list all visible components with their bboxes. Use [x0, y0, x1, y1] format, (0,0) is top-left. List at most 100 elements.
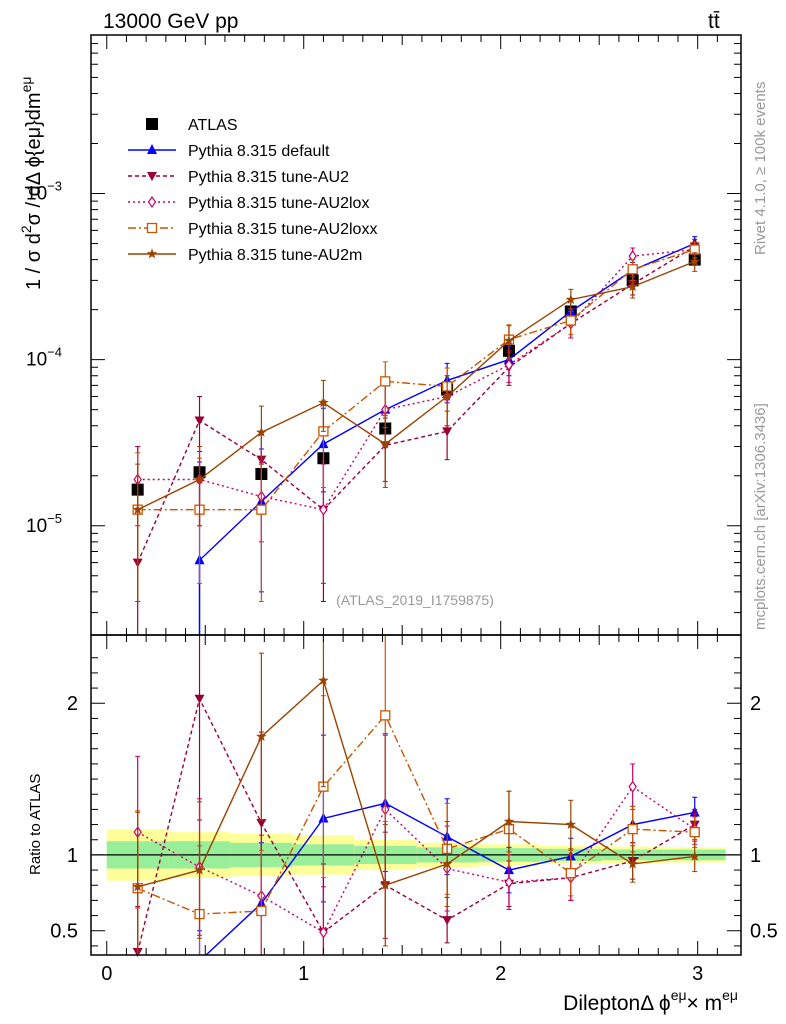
main-y-axis-label-sup2: eμ	[18, 77, 34, 93]
x-axis-label-part1: DileptonΔ ϕ	[563, 992, 671, 1015]
ratio-point	[194, 694, 205, 704]
x-axis-label-part2: × m	[687, 992, 723, 1015]
legend-marker	[147, 144, 157, 154]
legend-label: Pythia 8.315 tune-AU2lox	[188, 195, 369, 212]
main-y-tick-label: 10−3	[26, 179, 62, 205]
ratio-line-au2	[137, 696, 696, 953]
ratio-y-tick-label-left: 2	[67, 693, 78, 715]
legend-label: Pythia 8.315 tune-AU2loxx	[188, 221, 377, 238]
main-y-axis-label-sup1: 2	[18, 225, 34, 233]
ratio-line-au2lox	[137, 785, 696, 934]
process-label: tt̄	[708, 10, 720, 33]
main-y-axis-label-part1: 1 / σ d	[23, 233, 45, 290]
x-tick-label: 2	[495, 963, 506, 985]
series-line-au2	[137, 245, 696, 563]
energy-label: 13000 GeV pp	[103, 10, 238, 33]
main-y-axis-label: 1 / σ d2σ / dΔ ϕ{eμ}dmeμ	[18, 77, 45, 290]
ratio-point	[132, 881, 143, 892]
ratio-frame	[90, 634, 742, 956]
x-tick-label: 1	[298, 963, 309, 985]
x-axis-label: DileptonΔ ϕeμ× meμ	[563, 987, 738, 1015]
legend: ATLAS Pythia 8.315 default Pythia 8.315 tu…	[128, 117, 377, 264]
data-point	[565, 294, 576, 304]
data-point	[256, 504, 267, 515]
data-point	[132, 504, 143, 515]
ratio-y-tick-label-left: 0.5	[50, 921, 78, 943]
main-y-tick-label: 10−5	[26, 511, 62, 537]
data-point	[380, 438, 391, 449]
ratio-y-tick-label-right: 2	[750, 693, 761, 715]
legend-label: Pythia 8.315 tune-AU2m	[188, 247, 362, 264]
legend-entry: Pythia 8.315 tune-AU2loxx	[128, 221, 377, 238]
series-line-au2m	[137, 260, 695, 511]
mcplots-label: mcplots.cern.ch [arXiv:1306.3436]	[752, 403, 769, 630]
data-point	[442, 427, 453, 437]
series-line-default	[198, 242, 695, 635]
data-point	[627, 281, 638, 292]
legend-entry: ATLAS	[146, 117, 238, 134]
ratio-point	[380, 879, 391, 890]
legend-entry: Pythia 8.315 tune-AU2	[128, 169, 349, 186]
ratio-series-au2	[132, 634, 700, 957]
data-point	[319, 503, 328, 516]
ratio-panel-series	[132, 634, 700, 957]
main-y-axis-label-part2: σ / dΔ ϕ{eμ}dm	[23, 92, 45, 225]
legend-marker	[146, 222, 158, 234]
legend-marker	[147, 172, 157, 181]
series-au2loxx	[132, 241, 700, 603]
series-au2lox	[133, 241, 699, 584]
series-line-au2lox	[137, 248, 695, 511]
series-au2m	[132, 252, 700, 603]
main-y-tick-base: 10	[26, 350, 47, 371]
data-point	[194, 416, 205, 426]
main-y-tick-label: 10−4	[26, 345, 62, 371]
x-axis-label-sup1: eμ	[671, 987, 687, 1003]
ratio-series-au2m	[132, 634, 700, 956]
legend-entry: Pythia 8.315 tune-AU2lox	[128, 195, 369, 212]
main-y-tick-exponent: −5	[47, 511, 62, 526]
x-tick-label: 3	[692, 963, 703, 985]
main-panel-series	[131, 236, 701, 636]
ratio-point	[442, 916, 453, 926]
ratio-point	[256, 819, 267, 829]
main-y-tick-base: 10	[26, 184, 47, 205]
ratio-point	[256, 905, 267, 917]
data-point	[194, 474, 205, 484]
ratio-y-tick-label-left: 1	[67, 845, 78, 867]
ratio-y-tick-label-right: 0.5	[750, 921, 778, 943]
ratio-line-au2m	[137, 679, 695, 888]
analysis-watermark: (ATLAS_2019_I1759875)	[336, 592, 494, 608]
legend-marker	[146, 118, 158, 130]
main-y-tick-exponent: −3	[47, 179, 62, 194]
data-point	[565, 315, 576, 326]
legend-entry: Pythia 8.315 tune-AU2m	[128, 247, 362, 264]
legend-marker	[146, 248, 158, 259]
data-point	[318, 397, 329, 408]
ratio-y-axis-label: Ratio to ATLAS	[27, 774, 44, 875]
ratio-point	[319, 926, 328, 939]
series-au2	[132, 238, 700, 636]
ratio-point	[441, 858, 453, 869]
x-tick-label: 0	[101, 963, 112, 985]
main-y-tick-base: 10	[26, 516, 47, 537]
ratio-point	[628, 780, 637, 793]
axis-ticks: 10−510−410−30 1 2 30.5 0.51 12 2	[26, 35, 778, 985]
ratio-point	[504, 876, 514, 889]
data-point	[256, 426, 267, 437]
x-axis-label-sup2: eμ	[722, 987, 738, 1003]
rivet-label: Rivet 4.1.0, ≥ 100k events	[752, 82, 769, 255]
plot-frames	[90, 34, 742, 956]
legend-label: Pythia 8.315 default	[188, 143, 330, 160]
ratio-point	[380, 710, 391, 721]
main-y-tick-exponent: −4	[47, 345, 62, 360]
ratio-point	[565, 819, 576, 829]
ratio-series-au2loxx	[132, 634, 700, 956]
ratio-point	[194, 864, 205, 875]
data-point	[689, 256, 700, 266]
ratio-point	[256, 731, 267, 742]
data-point	[503, 335, 515, 346]
legend-label: ATLAS	[188, 117, 238, 134]
legend-marker	[147, 195, 157, 209]
legend-label: Pythia 8.315 tune-AU2	[188, 169, 349, 186]
